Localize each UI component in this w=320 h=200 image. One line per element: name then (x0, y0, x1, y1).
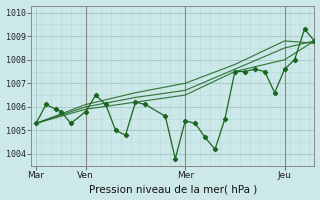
X-axis label: Pression niveau de la mer( hPa ): Pression niveau de la mer( hPa ) (89, 184, 257, 194)
